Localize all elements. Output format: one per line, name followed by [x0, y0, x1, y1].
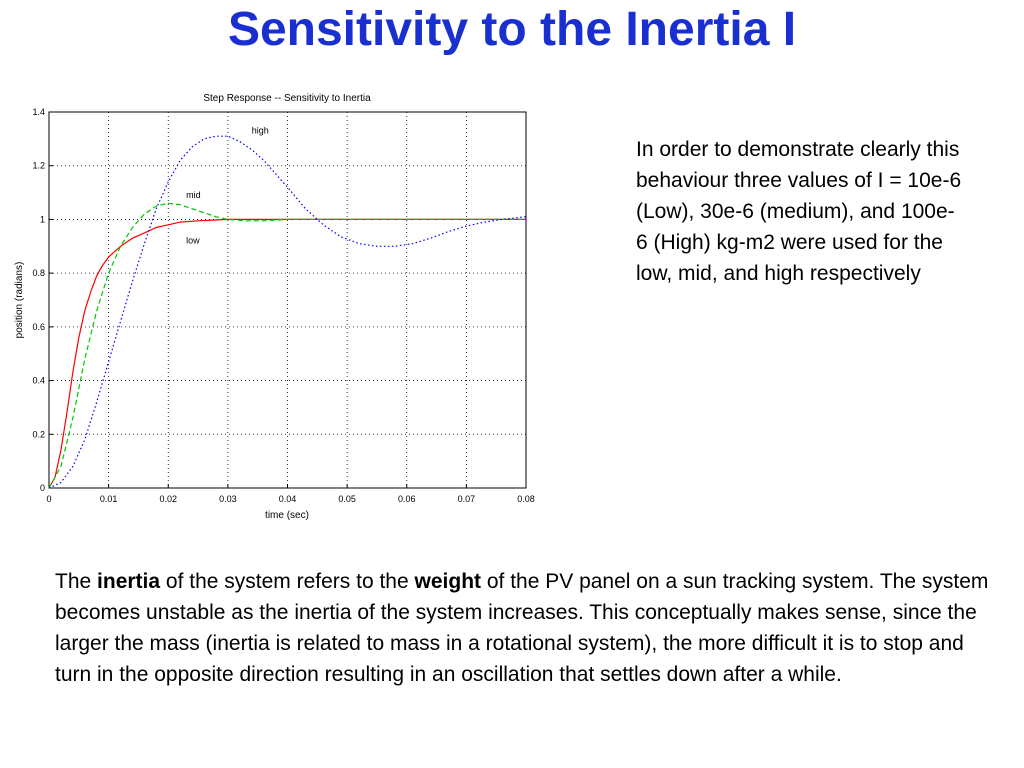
y-tick-label: 0.2 — [32, 429, 45, 439]
annotations: high mid low — [186, 125, 269, 245]
x-tick-label: 0.03 — [219, 494, 237, 504]
chart-title: Step Response -- Sensitivity to Inertia — [203, 93, 371, 104]
x-tick-label: 0.05 — [338, 494, 356, 504]
slide-title: Sensitivity to the Inertia I — [227, 3, 797, 56]
y-tick-label: 0 — [40, 483, 45, 493]
y-tick-label: 0.4 — [32, 376, 45, 386]
y-tick-label: 0.8 — [32, 268, 45, 278]
y-tick-label: 1.2 — [32, 161, 45, 171]
x-tick-label: 0.06 — [398, 494, 416, 504]
x-tick-label: 0.01 — [100, 494, 118, 504]
y-tick-label: 0.6 — [32, 322, 45, 332]
body-bold-inertia: inertia — [97, 570, 161, 593]
annotation-low: low — [186, 236, 200, 246]
x-tick-label: 0.07 — [458, 494, 476, 504]
x-tick-label: 0.04 — [279, 494, 297, 504]
x-axis-label: time (sec) — [265, 510, 309, 521]
body-bold-weight: weight — [414, 570, 482, 593]
x-tick-label: 0 — [46, 494, 51, 504]
y-tick-label: 1.4 — [32, 107, 45, 117]
y-tick-label: 1 — [40, 214, 45, 224]
body-text-2: of the system refers to the — [160, 570, 415, 593]
annotation-mid: mid — [186, 190, 201, 200]
side-note: In order to demonstrate clearly this beh… — [636, 138, 962, 285]
x-tick-label: 0.08 — [517, 494, 535, 504]
grid — [48, 111, 527, 489]
tick-labels: 0 0.01 0.02 0.03 0.04 0.05 0.06 0.07 0.08 0 0.2 0.4… — [32, 107, 534, 504]
series-lines — [48, 135, 527, 489]
body-paragraph: The inertia of the system refers to the … — [55, 566, 990, 690]
y-axis-label: position (radians) — [14, 262, 25, 339]
annotation-high: high — [252, 125, 269, 135]
body-text-1: The — [55, 570, 98, 593]
x-tick-label: 0.02 — [159, 494, 177, 504]
body-text-3: of the PV panel on a sun tracking system… — [55, 570, 989, 686]
series-line-high — [48, 135, 527, 489]
series-line-mid — [48, 202, 526, 489]
